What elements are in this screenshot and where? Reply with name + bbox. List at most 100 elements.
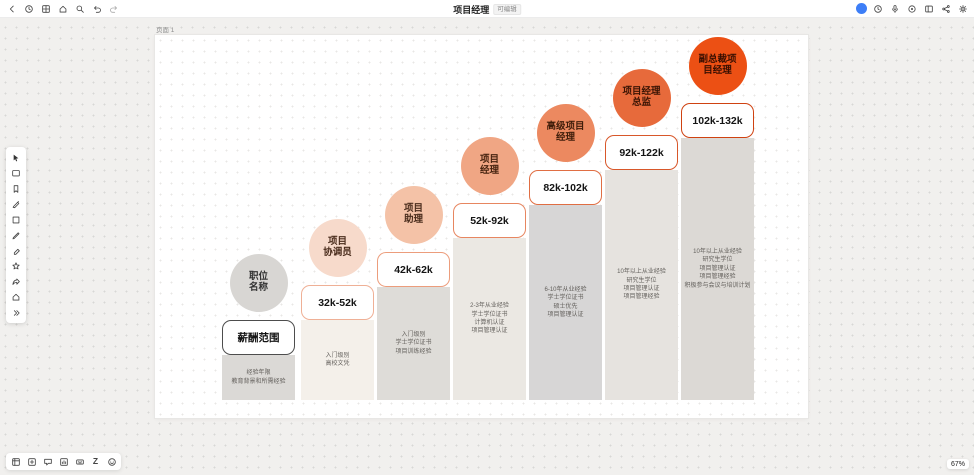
experience-text: 入门级别 学士学位证书 项目训练经验 — [395, 331, 432, 355]
layout-icon — [924, 5, 933, 12]
salary-range-box[interactable]: 薪酬范围 — [222, 320, 295, 355]
topbar-right-tools — [856, 2, 969, 15]
experience-bar[interactable]: 2-3年从业经验 学士学位证书 计算机认证 项目管理认证 — [453, 238, 526, 400]
emoji-icon — [107, 457, 116, 466]
star-icon — [12, 262, 20, 270]
editable-badge: 可编辑 — [493, 3, 521, 15]
insert-button[interactable] — [25, 455, 38, 468]
salary-range-box[interactable]: 42k-62k — [377, 252, 450, 287]
record-icon — [907, 4, 916, 13]
bookmark-icon — [13, 184, 19, 193]
select-button[interactable] — [10, 151, 23, 164]
experience-bar[interactable]: 10年以上从业经验 研究生学位 项目管理认证 项目管理经验 积极参与会议与培训计… — [681, 138, 754, 400]
redo-icon — [109, 5, 117, 13]
more-icon — [13, 309, 20, 316]
experience-bar[interactable]: 经验年限 教育背景和所需经验 — [222, 355, 295, 400]
experience-bar[interactable]: 入门级别 高校文凭 — [301, 320, 374, 400]
bottom-toolbar: Z — [6, 453, 121, 470]
career-ladder-infographic: 经验年限 教育背景和所需经验 薪酬范围 职位 名称入门级别 高校文凭 32k-52k 项… — [155, 35, 808, 418]
experience-bar[interactable]: 10年以上从业经验 研究生学位 项目管理认证 项目管理经验 — [605, 170, 678, 400]
eraser-icon — [13, 248, 20, 255]
search-button[interactable] — [73, 2, 86, 15]
document-title[interactable]: 项目经理 — [453, 4, 490, 15]
salary-range-box[interactable]: 102k-132k — [681, 103, 754, 138]
redo-button[interactable] — [107, 2, 120, 15]
board-icon — [41, 4, 50, 13]
role-circle[interactable]: 高级项目 经理 — [536, 104, 595, 162]
avatar[interactable] — [856, 3, 867, 14]
home-button[interactable] — [56, 2, 69, 15]
experience-text: 入门级别 高校文凭 — [325, 352, 350, 367]
layout-button[interactable] — [922, 2, 935, 15]
back-button[interactable] — [5, 2, 18, 15]
frames-icon — [11, 457, 20, 466]
topbar-right-icons — [871, 2, 969, 15]
salary-range-box[interactable]: 52k-92k — [453, 203, 526, 238]
settings-button[interactable] — [956, 2, 969, 15]
keyboard-button[interactable] — [73, 455, 86, 468]
role-circle[interactable]: 项目 经理 — [460, 137, 519, 195]
experience-bar[interactable]: 入门级别 学士学位证书 项目训练经验 — [377, 287, 450, 400]
share-button[interactable] — [939, 2, 952, 15]
experience-text: 2-3年从业经验 学士学位证书 计算机认证 项目管理认证 — [470, 303, 509, 335]
clock-icon — [24, 4, 33, 13]
keyboard-icon — [75, 459, 84, 464]
more-button[interactable] — [10, 306, 23, 319]
role-circle[interactable]: 副总裁项 目经理 — [688, 37, 747, 95]
mic-button[interactable] — [888, 2, 901, 15]
insert-icon — [27, 457, 36, 466]
clock-button[interactable] — [22, 2, 35, 15]
pencil-icon — [12, 232, 20, 240]
history-button[interactable] — [871, 2, 884, 15]
share-icon — [941, 4, 950, 13]
experience-text: 经验年限 教育背景和所需经验 — [231, 370, 286, 385]
shape-button[interactable] — [10, 213, 23, 226]
card-icon — [12, 170, 20, 177]
select-icon — [13, 154, 19, 161]
bookmark-button[interactable] — [10, 182, 23, 195]
topbar-title-area: 项目经理 可编辑 — [453, 0, 521, 18]
undo-button[interactable] — [90, 2, 103, 15]
topbar-left-tools — [5, 2, 120, 15]
frames-button[interactable] — [9, 455, 22, 468]
comment-button[interactable] — [41, 455, 54, 468]
share-arrow-icon — [12, 278, 20, 285]
board-button[interactable] — [39, 2, 52, 15]
pen-button[interactable] — [10, 198, 23, 211]
canvas-frame[interactable]: 经验年限 教育背景和所需经验 薪酬范围 职位 名称入门级别 高校文凭 32k-52k 项… — [155, 35, 808, 418]
card-button[interactable] — [10, 167, 23, 180]
mic-icon — [891, 4, 898, 13]
z-icon: Z — [92, 456, 99, 467]
role-circle[interactable]: 项目 助理 — [384, 186, 443, 244]
pencil-button[interactable] — [10, 229, 23, 242]
comment-icon — [43, 458, 52, 465]
z-button[interactable]: Z — [89, 455, 102, 468]
salary-range-box[interactable]: 82k-102k — [529, 170, 602, 205]
share-arrow-button[interactable] — [10, 275, 23, 288]
home-icon — [59, 5, 66, 12]
search-icon — [76, 5, 84, 13]
experience-bar[interactable]: 6-10年从业经验 学士学位证书 硕士优先 项目管理认证 — [529, 205, 602, 400]
chart-icon — [59, 457, 68, 466]
zoom-level[interactable]: 67% — [946, 459, 969, 469]
history-icon — [873, 4, 882, 13]
chart-button[interactable] — [57, 455, 70, 468]
emoji-button[interactable] — [105, 455, 118, 468]
role-circle[interactable]: 项目经理 总监 — [612, 69, 671, 127]
settings-icon — [958, 4, 967, 13]
home-frame-button[interactable] — [10, 291, 23, 304]
star-button[interactable] — [10, 260, 23, 273]
shape-icon — [12, 216, 20, 223]
role-circle[interactable]: 职位 名称 — [229, 254, 288, 312]
record-button[interactable] — [905, 2, 918, 15]
home-frame-icon — [12, 293, 20, 301]
role-circle[interactable]: 项目 协调员 — [308, 219, 367, 277]
salary-range-box[interactable]: 32k-52k — [301, 285, 374, 320]
experience-text: 6-10年从业经验 学士学位证书 硕士优先 项目管理认证 — [544, 286, 587, 318]
frame-label[interactable]: 页面 1 — [156, 27, 175, 34]
salary-range-box[interactable]: 92k-122k — [605, 135, 678, 170]
eraser-button[interactable] — [10, 244, 23, 257]
experience-text: 10年以上从业经验 研究生学位 项目管理认证 项目管理经验 — [617, 269, 666, 301]
undo-icon — [93, 5, 101, 13]
pen-icon — [12, 201, 20, 209]
